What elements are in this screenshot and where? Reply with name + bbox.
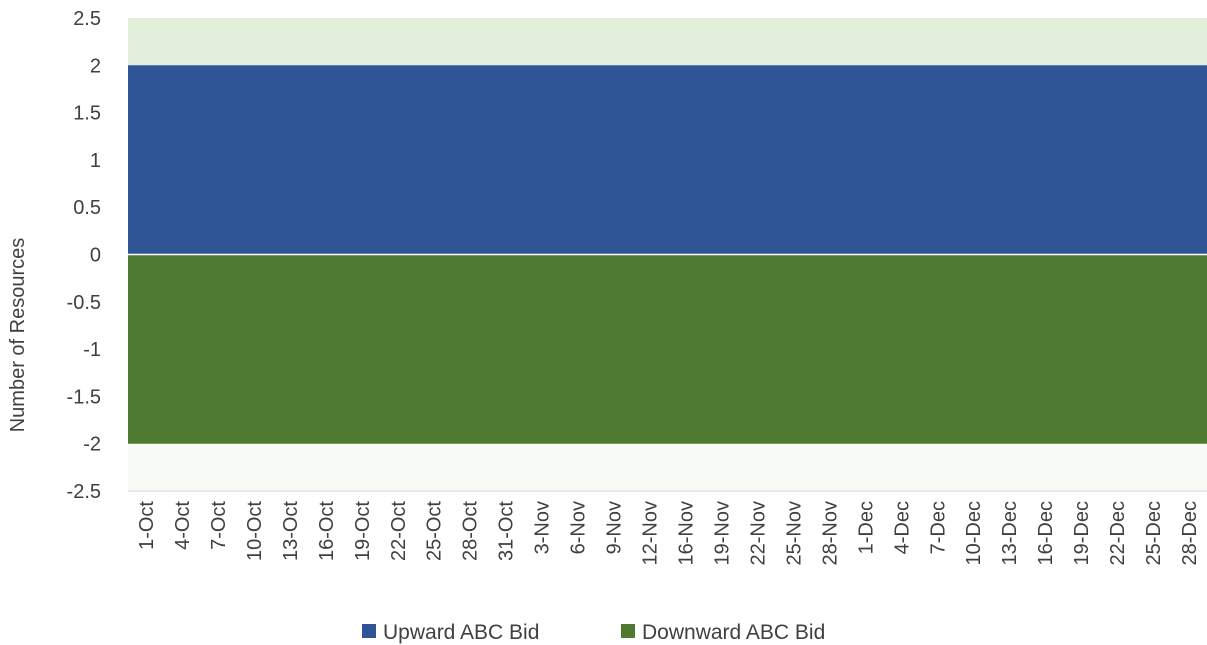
y-tick-label: -1.5: [67, 386, 101, 408]
x-tick-label: 22-Nov: [747, 501, 769, 565]
x-tick-label: 10-Dec: [963, 501, 985, 565]
x-tick-label: 25-Oct: [424, 501, 446, 561]
y-tick-label: -0.5: [67, 292, 101, 314]
x-tick-label: 16-Dec: [1035, 501, 1057, 565]
x-tick-label: 6-Nov: [568, 501, 590, 554]
x-tick-label: 19-Nov: [711, 501, 733, 565]
x-tick-label: 13-Dec: [999, 501, 1021, 565]
x-tick-label: 9-Nov: [604, 501, 626, 554]
x-tick-label: 7-Dec: [927, 501, 949, 554]
y-tick-label: -1: [83, 339, 101, 361]
y-tick-label: 1: [90, 150, 101, 172]
y-axis-label: Number of Resources: [7, 238, 29, 433]
x-tick-label: 3-Nov: [532, 501, 554, 554]
x-tick-label: 16-Nov: [675, 501, 697, 565]
x-tick-label: 10-Oct: [244, 501, 266, 561]
y-tick-label: 1.5: [73, 103, 101, 125]
y-tick-label: 2.5: [73, 8, 101, 30]
y-tick-label: 2: [90, 55, 101, 77]
x-tick-label: 4-Dec: [891, 501, 913, 554]
x-tick-label: 1-Dec: [855, 501, 877, 554]
legend-label: Downward ABC Bid: [642, 621, 825, 644]
x-tick-label: 7-Oct: [208, 501, 230, 550]
x-tick-label: 22-Dec: [1107, 501, 1129, 565]
x-tick-label: 25-Nov: [783, 501, 805, 565]
x-tick-label: 25-Dec: [1143, 501, 1165, 565]
x-axis-tick-labels: 1-Oct 4-Oct 7-Oct 10-Oct 13-Oct 16-Oct 19-Oct 2…: [136, 501, 1201, 566]
x-tick-label: 12-Nov: [640, 501, 662, 565]
series-areas: [128, 65, 1207, 492]
downward-area: [128, 254, 1207, 444]
legend-swatch: [362, 624, 376, 638]
x-tick-label: 28-Dec: [1179, 501, 1201, 565]
lower-background-band: [128, 443, 1207, 491]
x-tick-label: 4-Oct: [172, 501, 194, 550]
x-tick-label: 13-Oct: [280, 501, 302, 561]
x-tick-label: 19-Dec: [1071, 501, 1093, 565]
x-tick-label: 1-Oct: [136, 501, 158, 550]
y-tick-label: 0.5: [73, 197, 101, 219]
legend: Upward ABC Bid Downward ABC Bid: [362, 621, 825, 644]
legend-swatch: [621, 624, 635, 638]
y-tick-label: 0: [90, 245, 101, 267]
y-tick-label: -2: [83, 434, 101, 456]
x-tick-label: 28-Nov: [819, 501, 841, 565]
y-axis-tick-labels: 2.5 2 1.5 1 0.5 0 -0.5 -1 -1.5 -2 -2.5: [67, 8, 101, 503]
legend-label: Upward ABC Bid: [383, 621, 539, 644]
y-tick-label: -2.5: [67, 481, 101, 503]
x-tick-label: 16-Oct: [316, 501, 338, 561]
upper-background-band: [128, 18, 1207, 66]
x-tick-label: 28-Oct: [460, 501, 482, 561]
x-tick-label: 22-Oct: [388, 501, 410, 561]
upward-area: [128, 65, 1207, 255]
background-bands: [128, 18, 1207, 491]
x-tick-label: 31-Oct: [496, 501, 518, 561]
x-tick-label: 19-Oct: [352, 501, 374, 561]
